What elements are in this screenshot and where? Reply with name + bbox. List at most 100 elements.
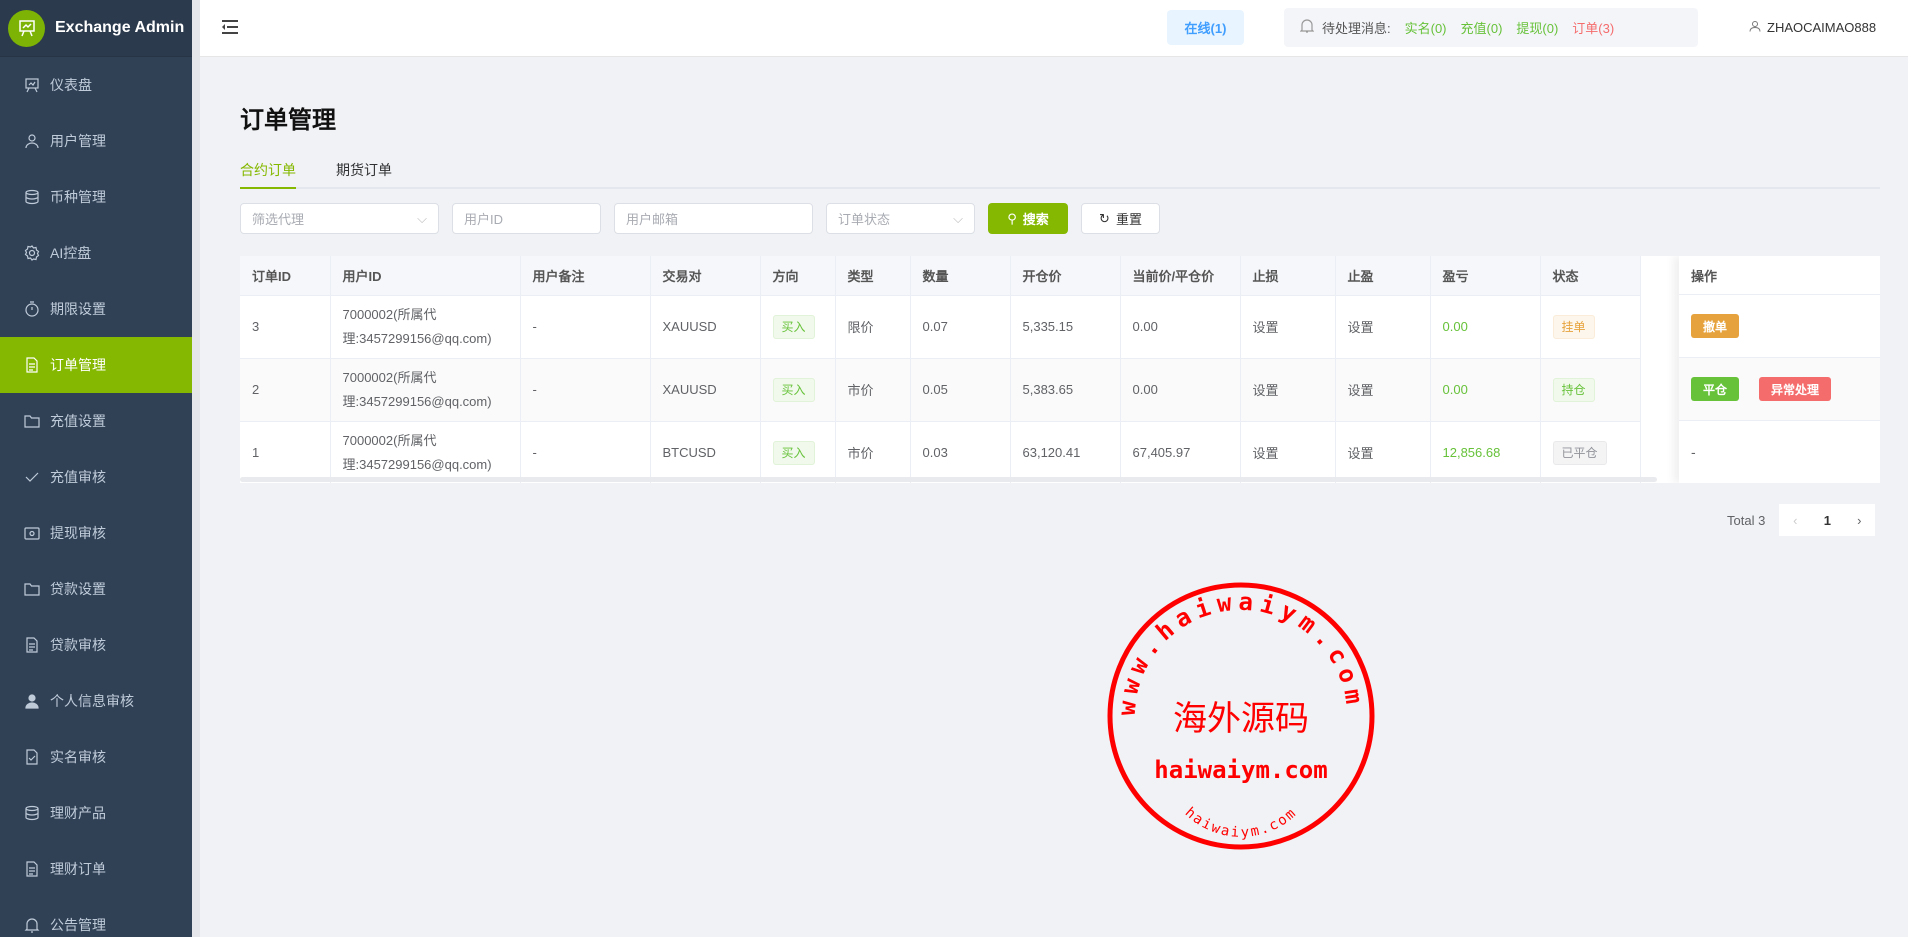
column-header: 开仓价 [1010, 256, 1121, 296]
sidebar: Exchange Admin 仪表盘 用户管理币种管理 AI控盘期限设置订单管理充值… [0, 0, 192, 937]
sidebar-item-14[interactable]: 理财订单 [0, 841, 192, 897]
pagination: Total 3 ‹ 1 › [1727, 504, 1876, 536]
set-take-profit-link[interactable]: 设置 [1347, 446, 1374, 461]
column-header: 方向 [760, 256, 836, 296]
cell-current-price-text: 67,405.97 [1132, 445, 1191, 460]
sidebar-item-6[interactable]: 充值设置 [0, 393, 192, 449]
sidebar-item-8[interactable]: 提现审核 [0, 505, 192, 561]
sidebar-item-0[interactable]: 仪表盘 [0, 57, 192, 113]
cell-take-profit[interactable]: 设置 [1335, 295, 1431, 359]
sidebar-item-3[interactable]: AI控盘 [0, 225, 192, 281]
reset-button[interactable]: ↻ 重置 [1081, 203, 1160, 234]
user-id-input[interactable]: 用户ID [452, 203, 601, 234]
bell-icon [24, 918, 40, 933]
folder-icon [24, 415, 40, 428]
column-header: 数量 [910, 256, 1011, 296]
user-email-input[interactable]: 用户邮箱 [614, 203, 813, 234]
set-stop-loss-link[interactable]: 设置 [1252, 383, 1279, 398]
cell-open-price: 5,335.15 [1010, 295, 1121, 359]
sidebar-scrollbar[interactable] [192, 0, 200, 937]
actions-row: 撤单 [1679, 295, 1880, 358]
sidebar-item-4[interactable]: 期限设置 [0, 281, 192, 337]
cell-current-price-text: 0.00 [1132, 319, 1158, 334]
direction-tag: 买入 [772, 440, 815, 465]
cell-pair: BTCUSD [650, 421, 761, 483]
cell-type-text: 市价 [847, 383, 874, 398]
cell-note-text: - [532, 445, 537, 460]
set-stop-loss-link[interactable]: 设置 [1252, 446, 1279, 461]
sidebar-item-2[interactable]: 币种管理 [0, 169, 192, 225]
sidebar-item-11[interactable]: 个人信息审核 [0, 673, 192, 729]
watermark-stamp: www.haiwaiym.com 海外源码 haiwaiym.com haiwa… [1107, 582, 1375, 850]
pending-deposit-link[interactable]: 充值(0) [1460, 21, 1503, 36]
set-take-profit-link[interactable]: 设置 [1347, 320, 1374, 335]
table-row: 3 7000002(所属代理:3457299156@qq.com) - XAUUSD 买… [240, 295, 1641, 359]
order-status-select[interactable]: 订单状态 ⌵ [826, 203, 975, 234]
cell-take-profit[interactable]: 设置 [1335, 421, 1431, 483]
user-id-placeholder: 用户ID [464, 212, 504, 227]
top-header: 在线(1) 待处理消息: 实名(0) 充值(0) 提现(0) 订单(3) ZHA… [200, 0, 1908, 57]
prev-page-button[interactable]: ‹ [1793, 512, 1798, 528]
online-users-button[interactable]: 在线(1) [1167, 10, 1244, 45]
sidebar-item-label: 订单管理 [50, 357, 106, 373]
page-1-button[interactable]: 1 [1823, 512, 1831, 528]
cell-direction: 买入 [760, 295, 836, 359]
agent-select[interactable]: 筛选代理 ⌵ [240, 203, 439, 234]
tab-futures-orders[interactable]: 期货订单 [336, 162, 392, 178]
cell-open-price: 5,383.65 [1010, 358, 1121, 422]
presentation-chart-icon [25, 78, 39, 93]
cancel-order-button[interactable]: 撤单 [1691, 314, 1740, 338]
sidebar-item-label: 币种管理 [50, 189, 106, 205]
sidebar-item-9[interactable]: 贷款设置 [0, 561, 192, 617]
sidebar-item-label: 实名审核 [50, 749, 106, 765]
set-stop-loss-link[interactable]: 设置 [1252, 320, 1279, 335]
sidebar-item-label: 个人信息审核 [50, 693, 134, 709]
column-header: 订单ID [240, 256, 331, 296]
table-horizontal-scrollbar[interactable] [240, 477, 1657, 482]
cell-status: 已平仓 [1540, 421, 1641, 483]
user-email-placeholder: 用户邮箱 [626, 212, 679, 227]
cell-user-id: 7000002(所属代理:3457299156@qq.com) [330, 421, 521, 483]
set-take-profit-link[interactable]: 设置 [1347, 383, 1374, 398]
sidebar-item-5[interactable]: 订单管理 [0, 337, 192, 393]
close-position-button[interactable]: 平仓 [1691, 377, 1740, 401]
database-icon [25, 189, 39, 205]
sidebar-item-7[interactable]: 充值审核 [0, 449, 192, 505]
sidebar-item-13[interactable]: 理财产品 [0, 785, 192, 841]
pending-order-link[interactable]: 订单(3) [1572, 21, 1615, 36]
sidebar-item-10[interactable]: 贷款审核 [0, 617, 192, 673]
cell-status: 挂单 [1540, 295, 1641, 359]
pnl-value: 0.00 [1442, 382, 1468, 397]
bell-icon [1299, 18, 1315, 37]
cell-note: - [520, 295, 651, 359]
sidebar-item-15[interactable]: 公告管理 [0, 897, 192, 937]
pending-label: 待处理消息: [1322, 21, 1391, 36]
cell-qty: 0.05 [910, 358, 1011, 422]
exception-handle-button[interactable]: 异常处理 [1759, 377, 1832, 401]
document-icon [26, 861, 38, 877]
cell-stop-loss[interactable]: 设置 [1240, 358, 1336, 422]
cell-stop-loss[interactable]: 设置 [1240, 421, 1336, 483]
cell-order-id: 3 [240, 295, 331, 359]
cell-current-price: 0.00 [1120, 358, 1241, 422]
user-menu[interactable]: ZHAOCAIMAO888 [1749, 20, 1876, 35]
pending-withdraw-link[interactable]: 提现(0) [1516, 21, 1559, 36]
cell-pair-text: XAUUSD [662, 382, 717, 397]
cell-stop-loss[interactable]: 设置 [1240, 295, 1336, 359]
cell-pair: XAUUSD [650, 358, 761, 422]
sidebar-item-1[interactable]: 用户管理 [0, 113, 192, 169]
watermark-url: haiwaiym.com [1154, 756, 1327, 784]
sidebar-item-label: AI控盘 [50, 245, 92, 261]
folder-icon [24, 583, 40, 596]
next-page-button[interactable]: › [1857, 512, 1862, 528]
sidebar-item-12[interactable]: 实名审核 [0, 729, 192, 785]
direction-tag: 买入 [772, 377, 815, 402]
cell-order-id: 1 [240, 421, 331, 483]
collapse-menu-icon[interactable] [222, 20, 238, 37]
cell-take-profit[interactable]: 设置 [1335, 358, 1431, 422]
search-button[interactable]: ⚲ 搜索 [988, 203, 1068, 234]
pending-realname-link[interactable]: 实名(0) [1404, 21, 1447, 36]
logo[interactable]: Exchange Admin [0, 0, 192, 57]
tab-contract-orders[interactable]: 合约订单 [240, 160, 296, 189]
cell-qty-text: 0.05 [922, 382, 948, 397]
